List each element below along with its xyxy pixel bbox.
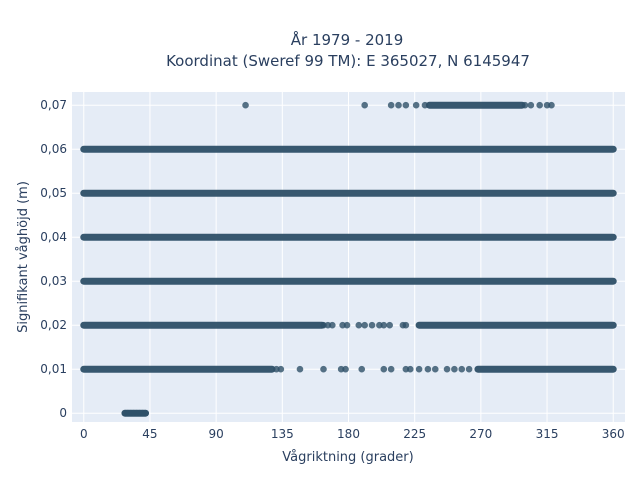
data-point — [421, 101, 429, 109]
y-tick-label: 0,03 — [40, 274, 67, 288]
y-tick-label: 0 — [59, 406, 67, 420]
data-point — [386, 321, 393, 329]
data-point — [451, 365, 458, 373]
data-point — [142, 409, 149, 417]
data-point — [320, 365, 327, 373]
y-tick-label: 0,06 — [40, 142, 67, 156]
data-point — [358, 365, 366, 373]
x-tick-label: 315 — [536, 427, 559, 441]
data-point — [395, 101, 402, 109]
y-tick-label: 0,05 — [40, 186, 67, 200]
data-points — [80, 101, 617, 417]
x-tick-label: 90 — [208, 427, 223, 441]
y-tick-label: 0,02 — [40, 318, 67, 332]
x-tick-label: 135 — [271, 427, 294, 441]
data-point — [343, 321, 351, 329]
data-point — [242, 101, 249, 109]
data-point — [387, 101, 395, 109]
data-point — [548, 101, 555, 109]
data-point — [355, 321, 363, 329]
data-point — [402, 321, 410, 329]
data-point — [402, 101, 410, 109]
data-point — [406, 365, 414, 373]
x-tick-label: 0 — [80, 427, 88, 441]
x-tick-label: 270 — [469, 427, 492, 441]
data-point — [415, 365, 423, 373]
x-tick-labels: 0 45 90 135 180 225 270 315 360 — [80, 427, 625, 441]
chart-title: År 1979 - 2019 — [291, 30, 404, 49]
data-point — [443, 365, 451, 373]
data-point — [296, 365, 304, 373]
data-point — [527, 101, 535, 109]
x-axis-title: Vågriktning (grader) — [282, 450, 413, 465]
data-point — [361, 321, 368, 329]
x-tick-label: 45 — [142, 427, 157, 441]
x-tick-label: 180 — [337, 427, 360, 441]
data-point — [431, 365, 439, 373]
data-point — [277, 365, 285, 373]
y-tick-label: 0,04 — [40, 230, 67, 244]
data-point — [465, 365, 473, 373]
y-tick-labels: 0 0,01 0,02 0,03 0,04 0,05 0,06 0,07 — [40, 98, 67, 420]
x-tick-label: 360 — [602, 427, 625, 441]
x-tick-label: 225 — [403, 427, 426, 441]
y-axis-title: Signifikant våghöjd (m) — [16, 181, 31, 333]
data-point — [361, 101, 368, 109]
y-tick-label: 0,07 — [40, 98, 67, 112]
chart-subtitle: Koordinat (Sweref 99 TM): E 365027, N 61… — [166, 52, 530, 70]
data-point — [424, 365, 432, 373]
data-point — [368, 321, 376, 329]
data-point — [412, 101, 420, 109]
y-tick-label: 0,01 — [40, 362, 67, 376]
data-point — [536, 101, 543, 109]
data-point — [387, 365, 395, 373]
data-point — [342, 365, 349, 373]
data-point — [380, 321, 388, 329]
data-point — [458, 365, 466, 373]
data-point — [380, 365, 388, 373]
data-point — [329, 321, 336, 329]
data-point — [521, 101, 529, 109]
